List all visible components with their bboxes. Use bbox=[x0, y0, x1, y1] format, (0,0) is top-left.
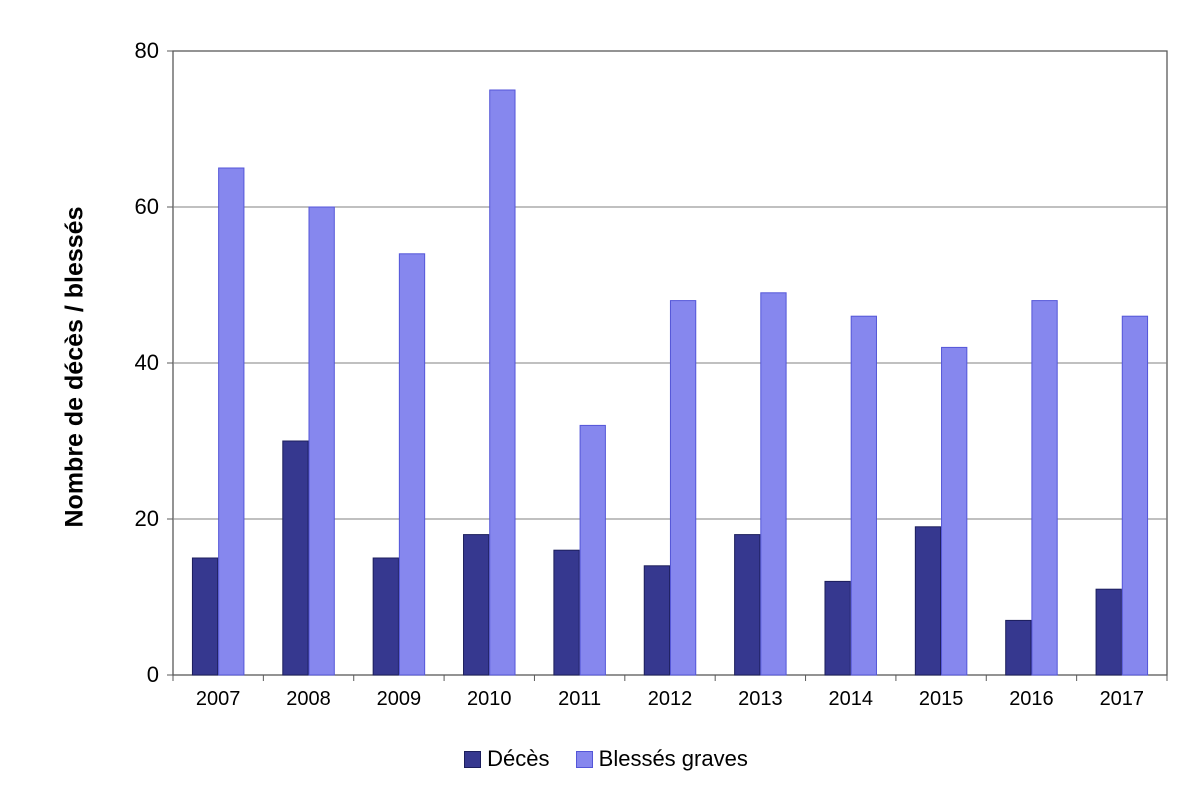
svg-text:2016: 2016 bbox=[1009, 688, 1054, 710]
svg-text:80: 80 bbox=[135, 38, 159, 63]
svg-text:2008: 2008 bbox=[286, 688, 331, 710]
svg-text:2009: 2009 bbox=[377, 688, 422, 710]
svg-text:2015: 2015 bbox=[919, 688, 964, 710]
svg-text:20: 20 bbox=[135, 506, 159, 531]
svg-text:2010: 2010 bbox=[467, 688, 512, 710]
svg-text:2007: 2007 bbox=[196, 688, 241, 710]
svg-text:2013: 2013 bbox=[738, 688, 783, 710]
svg-text:40: 40 bbox=[135, 350, 159, 375]
svg-text:2017: 2017 bbox=[1100, 688, 1145, 710]
svg-text:2014: 2014 bbox=[828, 688, 873, 710]
svg-text:2011: 2011 bbox=[558, 688, 601, 710]
svg-text:2012: 2012 bbox=[648, 688, 693, 710]
svg-text:60: 60 bbox=[135, 194, 159, 219]
svg-text:0: 0 bbox=[147, 662, 159, 687]
